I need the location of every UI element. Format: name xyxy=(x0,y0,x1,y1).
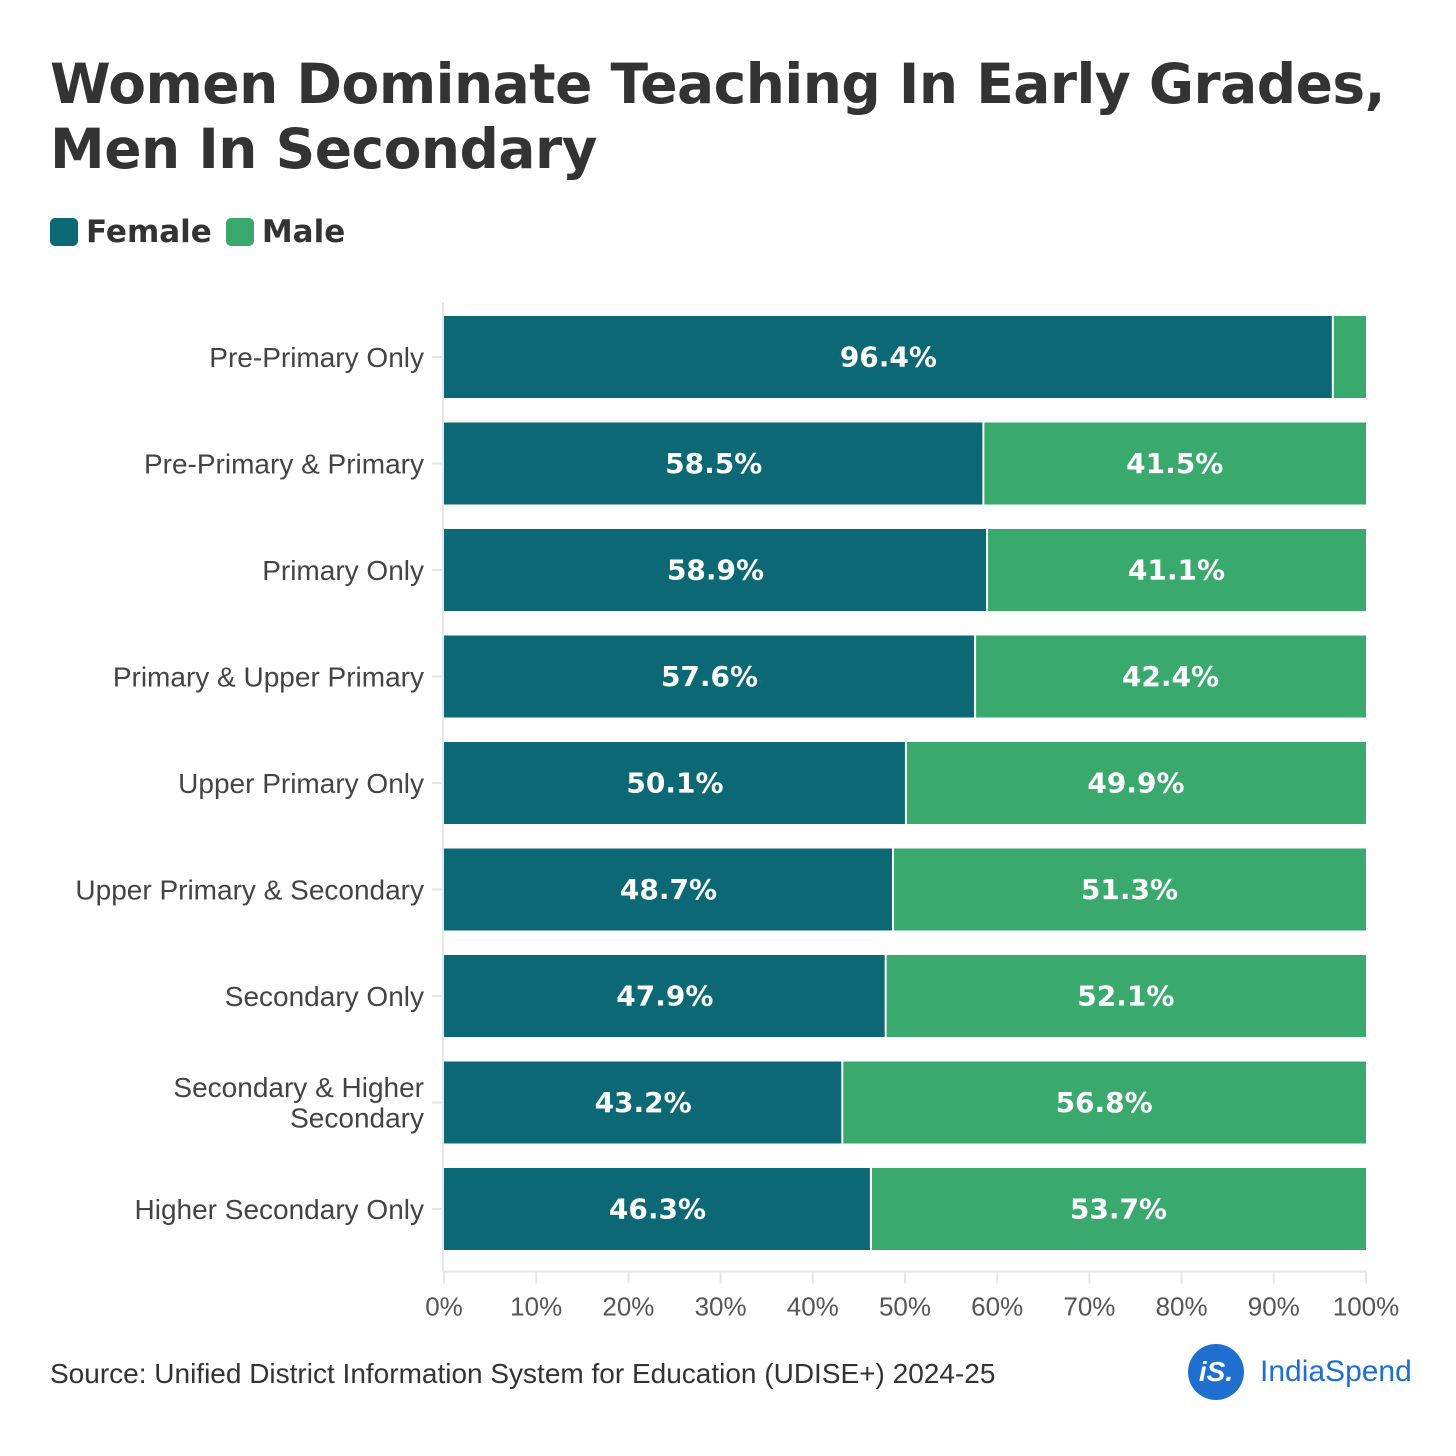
data-label-female: 46.3% xyxy=(609,1193,706,1226)
category-label: Secondary Only xyxy=(225,981,424,1012)
source-note: Source: Unified District Information Sys… xyxy=(50,1358,996,1389)
data-label-female: 58.5% xyxy=(665,447,762,480)
bar-female xyxy=(444,1061,843,1144)
x-tick-label: 70% xyxy=(1063,1292,1115,1322)
brand: iS. IndiaSpend xyxy=(1188,1344,1412,1400)
bar-female xyxy=(444,848,894,931)
x-tick-label: 10% xyxy=(510,1292,562,1322)
category-label: Pre-Primary Only xyxy=(209,342,424,373)
bar-female xyxy=(444,955,886,1037)
legend-swatch-female xyxy=(50,218,78,246)
bar-male xyxy=(885,955,1366,1037)
x-tick-label: 90% xyxy=(1248,1292,1300,1322)
legend-item-female: Female xyxy=(50,214,212,250)
data-label-female: 48.7% xyxy=(620,873,717,906)
data-label-female: 96.4% xyxy=(840,341,937,374)
data-label-male: 49.9% xyxy=(1087,767,1184,800)
chart-title: Women Dominate Teaching In Early Grades,… xyxy=(50,52,1386,181)
data-label-male: 53.7% xyxy=(1070,1193,1167,1226)
data-label-female: 50.1% xyxy=(626,767,723,800)
category-label: Upper Primary Only xyxy=(178,768,424,799)
bar-male xyxy=(905,742,1366,824)
legend-label-male: Male xyxy=(261,214,346,250)
legend-swatch-male xyxy=(225,218,254,246)
legend-item-male: Male xyxy=(225,214,346,250)
bar-female xyxy=(444,635,976,718)
x-tick-label: 60% xyxy=(971,1292,1023,1322)
bar-female xyxy=(444,422,984,505)
x-tick-label: 50% xyxy=(879,1292,931,1322)
category-label: Primary Only xyxy=(262,555,424,586)
data-label-male: 56.8% xyxy=(1056,1086,1153,1119)
bar-male xyxy=(975,635,1366,718)
data-label-female: 47.9% xyxy=(616,980,713,1013)
data-label-female: 58.9% xyxy=(667,554,764,587)
category-label: Upper Primary & Secondary xyxy=(75,874,424,905)
x-tick-label: 40% xyxy=(787,1292,839,1322)
x-tick-label: 80% xyxy=(1156,1292,1208,1322)
bar-male xyxy=(870,1168,1366,1250)
data-label-male: 52.1% xyxy=(1077,980,1174,1013)
bar-male xyxy=(983,422,1366,505)
x-tick-label: 30% xyxy=(695,1292,747,1322)
category-label: Primary & Upper Primary xyxy=(113,661,424,692)
bar-male xyxy=(893,848,1366,931)
category-label: Pre-Primary & Primary xyxy=(144,448,424,479)
category-label: Secondary & Higher Secondary xyxy=(173,1072,424,1134)
bar-female xyxy=(444,1168,871,1250)
bar-male xyxy=(1332,316,1366,398)
bar-male xyxy=(987,529,1366,611)
bar-male xyxy=(842,1061,1366,1144)
data-label-female: 57.6% xyxy=(661,660,758,693)
legend-label-female: Female xyxy=(86,214,212,250)
bar-female xyxy=(444,316,1333,398)
data-label-male: 41.5% xyxy=(1126,447,1223,480)
x-tick-label: 100% xyxy=(1333,1292,1400,1322)
bar-female xyxy=(444,742,906,824)
category-label: Higher Secondary Only xyxy=(135,1194,424,1225)
data-label-female: 43.2% xyxy=(595,1086,692,1119)
brand-logo-icon: iS. xyxy=(1188,1344,1244,1400)
data-label-male: 42.4% xyxy=(1122,660,1219,693)
stacked-bar-chart: Pre-Primary Only 96.4% Pre-Primary & Prima… xyxy=(75,302,1400,1322)
bar-female xyxy=(444,529,988,611)
x-tick-label: 20% xyxy=(602,1292,654,1322)
data-label-male: 51.3% xyxy=(1081,873,1178,906)
x-tick-label: 0% xyxy=(425,1292,463,1322)
brand-name: IndiaSpend xyxy=(1260,1355,1412,1388)
legend: Female Male xyxy=(50,214,359,250)
data-label-male: 41.1% xyxy=(1128,554,1225,587)
